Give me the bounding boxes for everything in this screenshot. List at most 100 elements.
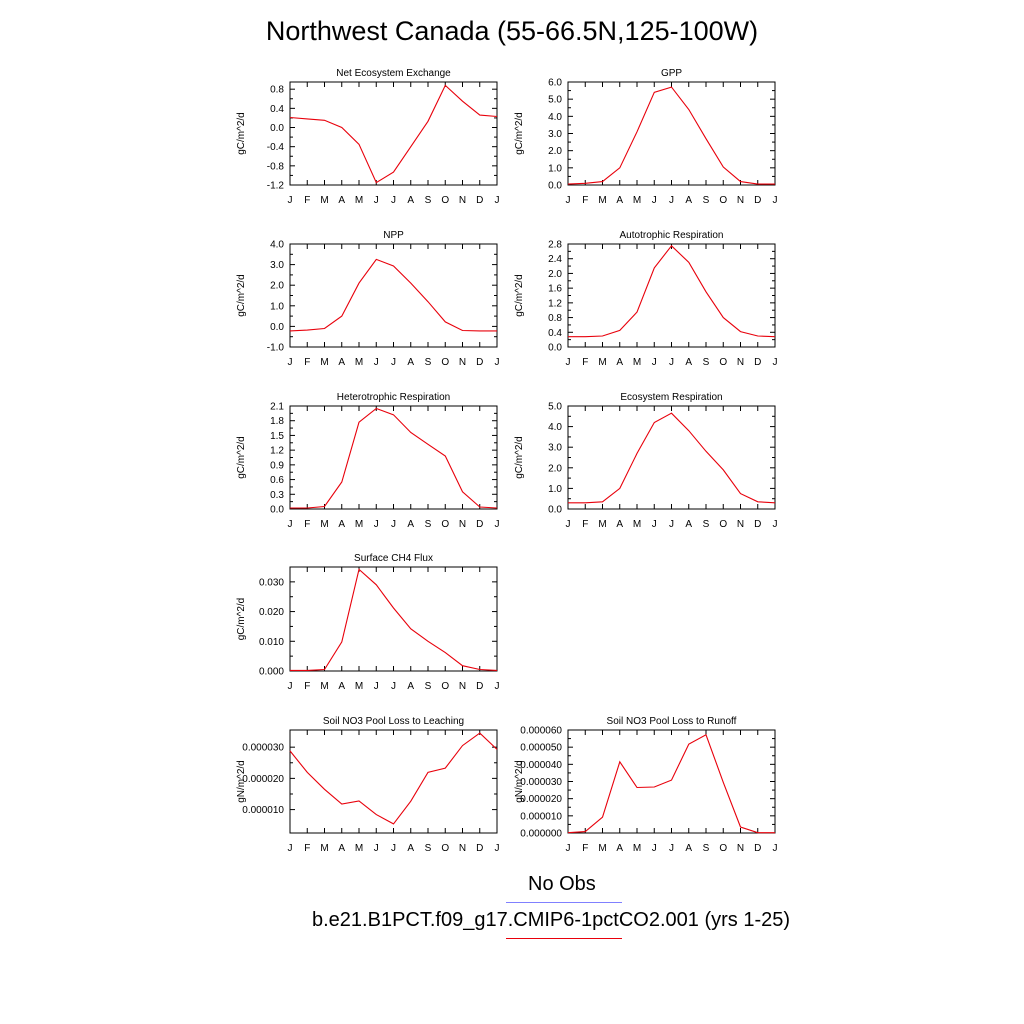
x-tick-label: J xyxy=(288,681,293,692)
x-tick-label: J xyxy=(773,357,778,368)
panel-title: NPP xyxy=(383,230,404,241)
x-tick-label: A xyxy=(407,843,414,854)
x-tick-label: O xyxy=(441,843,449,854)
chart-panel: Heterotrophic Respiration 2.1 1.8 1.5 1.2 0.9… xyxy=(236,392,500,530)
x-tick-label: A xyxy=(338,681,345,692)
plot-frame xyxy=(567,81,776,186)
panel-title: GPP xyxy=(661,68,682,79)
x-tick-label: M xyxy=(355,357,363,368)
y-axis-label: gC/m^2/d xyxy=(236,598,247,641)
x-tick-label: N xyxy=(459,357,466,368)
x-tick-label: J xyxy=(773,195,778,206)
chart-panel: Net Ecosystem Exchange 0.8 0.4 0.0 -0.4 -0.8 -… xyxy=(236,68,500,206)
panel-title: Heterotrophic Respiration xyxy=(337,392,450,403)
y-axis-label: gN/m^2/d xyxy=(236,760,247,803)
y-tick-label: 2.0 xyxy=(548,146,562,157)
x-tick-label: D xyxy=(476,357,483,368)
x-tick-label: O xyxy=(441,519,449,530)
y-tick-label: 4.0 xyxy=(548,112,562,123)
y-tick-label: 0.020 xyxy=(259,607,284,618)
panel-title: Net Ecosystem Exchange xyxy=(336,68,451,79)
y-tick-label: 3.0 xyxy=(548,443,562,454)
x-tick-label: F xyxy=(304,195,310,206)
x-tick-label: N xyxy=(737,843,744,854)
y-tick-label: 4.0 xyxy=(548,422,562,433)
x-tick-label: N xyxy=(459,519,466,530)
y-tick-label: 0.000 xyxy=(259,667,284,678)
plot-frame xyxy=(289,81,498,186)
y-tick-label: 1.0 xyxy=(270,301,284,312)
y-tick-label: 2.0 xyxy=(548,463,562,474)
x-tick-label: J xyxy=(495,843,500,854)
panel-title: Soil NO3 Pool Loss to Leaching xyxy=(323,716,464,727)
x-tick-label: M xyxy=(320,357,328,368)
x-tick-label: F xyxy=(582,195,588,206)
y-tick-label: -0.8 xyxy=(267,161,285,172)
y-tick-label: 0.0 xyxy=(548,505,562,516)
x-tick-label: O xyxy=(441,357,449,368)
x-tick-label: A xyxy=(407,357,414,368)
y-tick-label: -1.2 xyxy=(267,181,285,192)
panel-title: Surface CH4 Flux xyxy=(354,553,433,564)
y-tick-label: 0.000040 xyxy=(520,760,562,771)
y-axis-label: gC/m^2/d xyxy=(514,274,525,317)
x-tick-label: J xyxy=(652,843,657,854)
series-line xyxy=(289,84,498,184)
x-tick-label: J xyxy=(652,195,657,206)
x-tick-label: N xyxy=(737,519,744,530)
x-tick-label: M xyxy=(355,195,363,206)
x-tick-label: A xyxy=(685,195,692,206)
x-tick-label: O xyxy=(719,195,727,206)
y-tick-label: 2.1 xyxy=(270,402,284,413)
x-tick-label: J xyxy=(566,519,571,530)
y-tick-label: 5.0 xyxy=(548,402,562,413)
x-tick-label: J xyxy=(391,681,396,692)
x-tick-label: J xyxy=(495,195,500,206)
x-tick-label: O xyxy=(719,843,727,854)
y-tick-label: 0.000060 xyxy=(520,726,562,737)
y-axis-label: gC/m^2/d xyxy=(514,436,525,479)
x-tick-label: F xyxy=(582,519,588,530)
y-axis-label: gN/m^2/d xyxy=(514,760,525,803)
y-tick-label: 0.0 xyxy=(548,181,562,192)
series-line xyxy=(290,568,498,671)
x-tick-label: A xyxy=(338,357,345,368)
y-tick-label: 2.8 xyxy=(548,240,562,251)
x-tick-label: J xyxy=(495,357,500,368)
x-tick-label: A xyxy=(407,519,414,530)
y-tick-label: 0.000020 xyxy=(242,774,284,785)
x-tick-label: F xyxy=(304,843,310,854)
x-tick-label: N xyxy=(737,195,744,206)
x-tick-label: S xyxy=(425,357,432,368)
chart-panel: Autotrophic Respiration 2.8 2.4 2.0 1.6 1.2 0.… xyxy=(514,230,778,368)
x-tick-label: D xyxy=(476,843,483,854)
series-line xyxy=(567,734,775,834)
y-tick-label: 1.0 xyxy=(548,163,562,174)
x-tick-label: J xyxy=(374,843,379,854)
x-tick-label: M xyxy=(320,195,328,206)
x-tick-label: S xyxy=(703,519,710,530)
y-axis-label: gC/m^2/d xyxy=(236,274,247,317)
x-tick-label: J xyxy=(374,681,379,692)
x-tick-label: S xyxy=(703,843,710,854)
x-tick-label: A xyxy=(407,681,414,692)
page-title: Northwest Canada (55-66.5N,125-100W) xyxy=(265,16,759,46)
y-tick-label: 0.4 xyxy=(270,104,284,115)
y-tick-label: 0.0 xyxy=(270,505,284,516)
series-line xyxy=(290,407,498,509)
y-axis-label: gC/m^2/d xyxy=(514,112,525,155)
y-tick-label: 0.000020 xyxy=(520,794,562,805)
y-tick-label: 0.000050 xyxy=(520,743,562,754)
y-tick-label: 0.000010 xyxy=(520,811,562,822)
x-tick-label: J xyxy=(669,843,674,854)
x-tick-label: S xyxy=(425,195,432,206)
legend-obs-line xyxy=(506,902,622,903)
x-tick-label: A xyxy=(338,195,345,206)
x-tick-label: J xyxy=(566,843,571,854)
x-tick-label: M xyxy=(633,519,641,530)
y-tick-label: -0.4 xyxy=(267,142,285,153)
x-tick-label: A xyxy=(407,195,414,206)
x-tick-label: O xyxy=(719,357,727,368)
